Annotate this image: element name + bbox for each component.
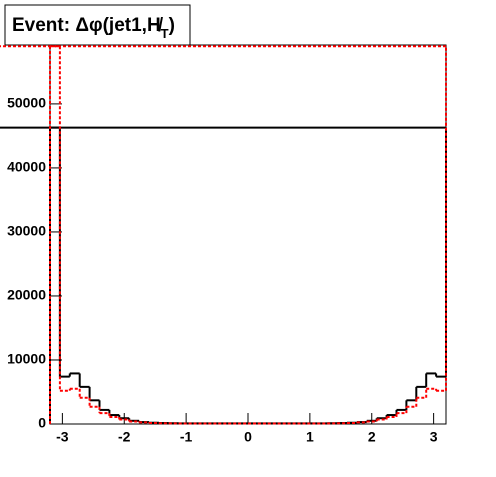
chart-title: Event: Δφ(jet1,H̸T): [12, 15, 175, 41]
y-tick-label: 40000: [7, 159, 46, 175]
title-main: Event: Δφ(jet1,H̸: [12, 15, 164, 36]
x-tick-label: -1: [180, 429, 193, 445]
title-end: ): [169, 15, 175, 36]
title-subscript: T: [161, 26, 169, 41]
y-tick-label: 50000: [7, 95, 46, 111]
x-tick-label: -3: [56, 429, 69, 445]
y-tick-label: 30000: [7, 223, 46, 239]
y-tick-label: 20000: [7, 287, 46, 303]
y-tick-label: 0: [38, 415, 46, 431]
y-tick-label: 10000: [7, 351, 46, 367]
x-tick-label: 2: [368, 429, 376, 445]
title-box: [4, 4, 191, 46]
x-tick-label: -2: [118, 429, 131, 445]
x-tick-label: 1: [306, 429, 314, 445]
x-tick-label: 3: [430, 429, 438, 445]
x-tick-label: 0: [244, 429, 252, 445]
